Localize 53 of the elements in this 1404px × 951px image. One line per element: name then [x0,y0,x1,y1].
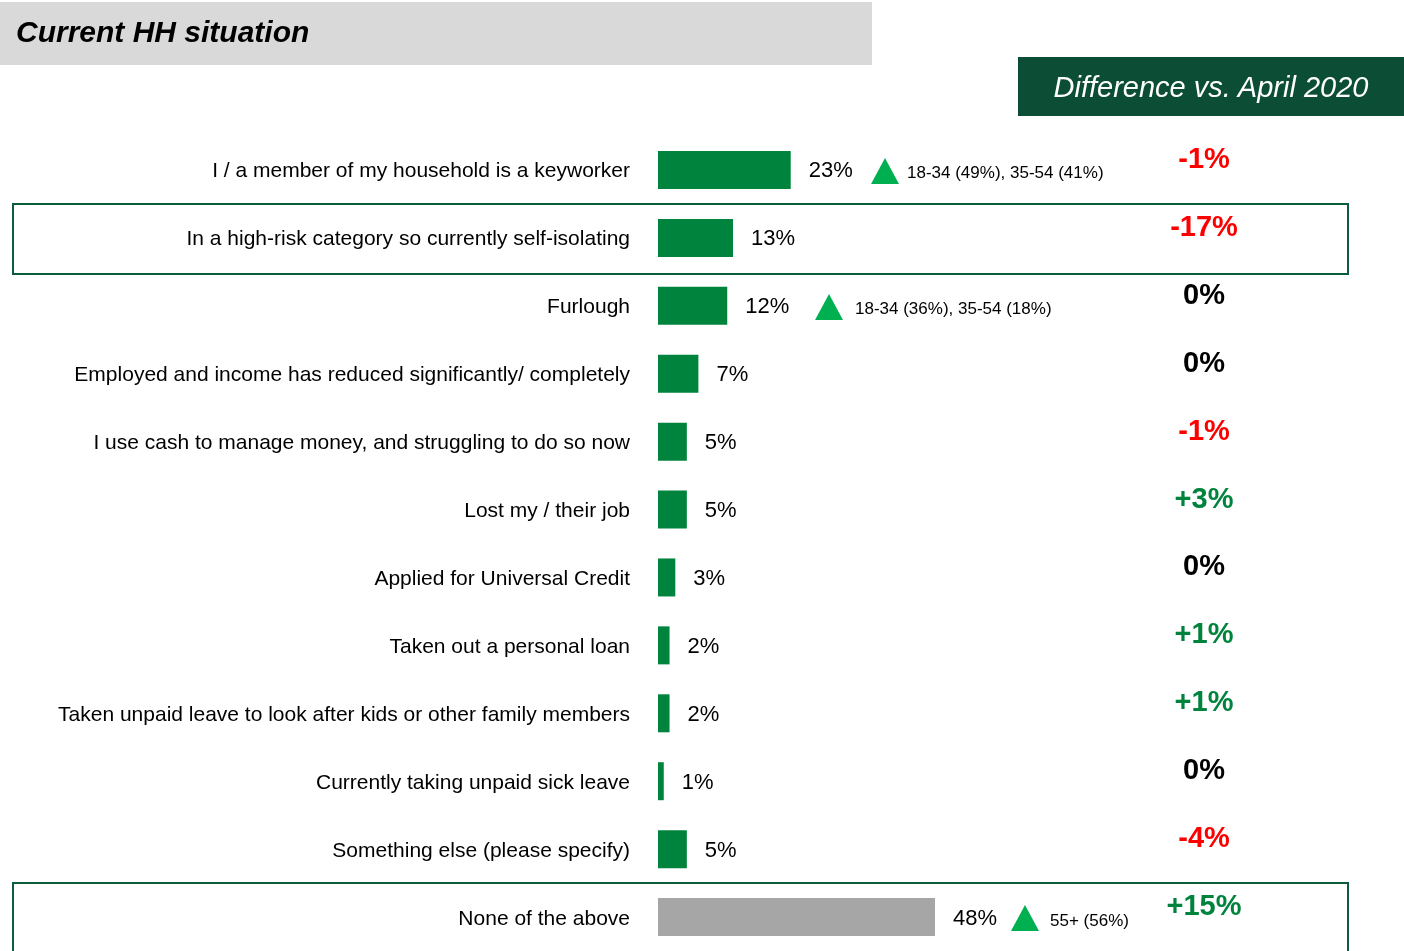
data-label: 2% [687,632,720,658]
bar [658,490,687,529]
text: +1% [1174,685,1234,718]
y-tick-label: I use cash to manage money, and struggling to do so now [93,430,631,454]
text: -1% [1178,141,1230,174]
y-tick-label: Employed and income has reduced significantly/ completely [74,362,631,386]
data-label: 2% [687,700,720,726]
text: +1% [1174,617,1234,650]
y-tick-label: Taken out a personal loan [389,633,630,657]
data-label: 13% [751,225,796,251]
annotation: 18-34 (36%), 35-54 (18%) [855,299,1052,319]
bar [658,762,664,801]
y-tick-label: None of the above [458,905,630,929]
data-label: 5% [704,429,737,455]
text: 0% [1183,753,1226,786]
data-label: 5% [704,497,737,523]
y-tick-label: Currently taking unpaid sick leave [316,769,630,793]
bar [658,558,676,597]
text: -4% [1178,821,1230,854]
y-tick-label: In a high-risk category so currently self-isolating [186,226,630,250]
bar [658,150,791,189]
bar [658,626,670,665]
bar [658,898,935,937]
bar [658,694,670,733]
y-tick-label: Something else (please specify) [332,837,630,861]
data-label: 1% [681,768,714,794]
y-tick-label: Taken unpaid leave to look after kids or other family members [58,701,630,725]
data-label: 5% [704,836,737,862]
text: 55+ (56%) [1050,910,1129,930]
bar [658,830,687,869]
text: Current HH situation [16,14,310,48]
text: +15% [1166,889,1242,922]
y-tick-label: Applied for Universal Credit [374,565,631,589]
data-label: 23% [808,157,853,183]
text: -1% [1178,413,1230,446]
y-tick-label: Furlough [547,294,630,318]
y-tick-label: Lost my / their job [464,498,630,522]
text: -17% [1170,209,1239,242]
data-label: 12% [745,293,790,319]
annotation: 18-34 (49%), 35-54 (41%) [907,163,1104,183]
text: +3% [1174,481,1234,514]
data-label: 3% [693,564,726,590]
bar [658,218,734,257]
text: Difference vs. April 2020 [1053,71,1369,103]
bar [658,354,699,393]
y-tick-label: I / a member of my household is a keyworker [212,158,630,182]
text: 0% [1183,345,1226,378]
data-label: 48% [953,904,998,930]
bar [658,422,687,461]
text: 0% [1183,277,1226,310]
text: 0% [1183,549,1226,582]
data-label: 7% [716,361,749,387]
bar [658,286,728,325]
